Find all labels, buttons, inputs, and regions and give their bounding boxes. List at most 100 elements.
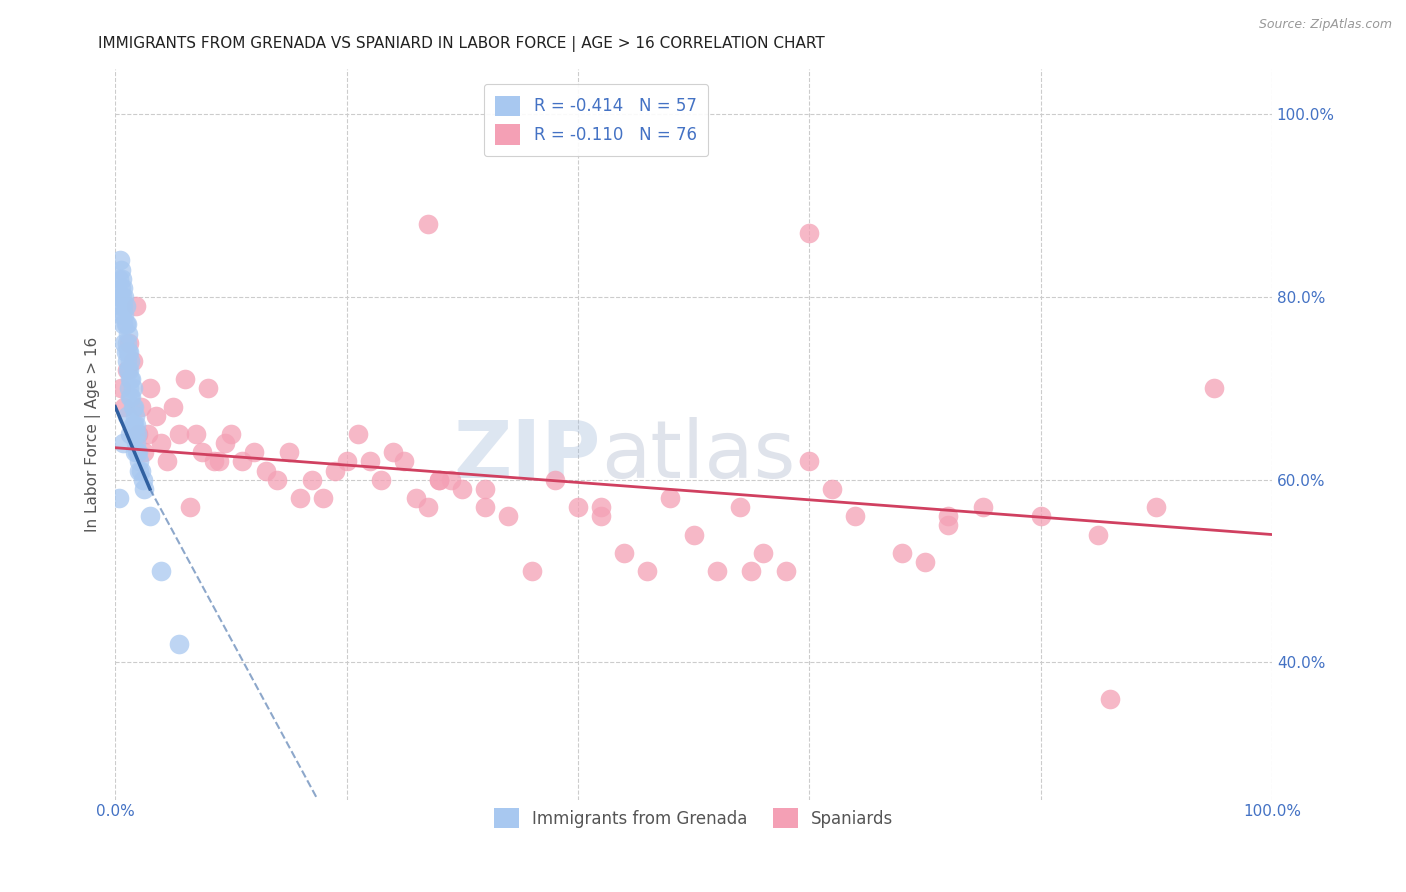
Point	[115, 409, 138, 423]
Point	[451, 482, 474, 496]
Point	[127, 445, 149, 459]
Point	[335, 454, 357, 468]
Point	[162, 400, 184, 414]
Point	[108, 290, 131, 304]
Point	[544, 473, 567, 487]
Point	[682, 527, 704, 541]
Point	[844, 509, 866, 524]
Point	[231, 454, 253, 468]
Point	[114, 290, 136, 304]
Point	[359, 454, 381, 468]
Point	[120, 391, 142, 405]
Point	[124, 445, 146, 459]
Point	[266, 473, 288, 487]
Point	[312, 491, 335, 505]
Point	[132, 473, 155, 487]
Point	[110, 262, 132, 277]
Point	[110, 281, 132, 295]
Point	[118, 344, 141, 359]
Point	[740, 564, 762, 578]
Point	[1029, 509, 1052, 524]
Point	[179, 500, 201, 515]
Point	[440, 473, 463, 487]
Point	[121, 354, 143, 368]
Point	[347, 427, 370, 442]
Point	[301, 473, 323, 487]
Point	[290, 491, 312, 505]
Point	[115, 335, 138, 350]
Point	[139, 381, 162, 395]
Text: Source: ZipAtlas.com: Source: ZipAtlas.com	[1258, 18, 1392, 31]
Point	[118, 381, 141, 395]
Point	[936, 509, 959, 524]
Point	[972, 500, 994, 515]
Point	[110, 299, 132, 313]
Point	[890, 546, 912, 560]
Point	[120, 372, 142, 386]
Point	[125, 299, 148, 313]
Point	[118, 363, 141, 377]
Point	[117, 344, 139, 359]
Point	[202, 454, 225, 468]
Point	[186, 427, 208, 442]
Point	[427, 473, 450, 487]
Point	[128, 464, 150, 478]
Point	[191, 445, 214, 459]
Point	[821, 482, 844, 496]
Point	[120, 354, 142, 368]
Point	[936, 518, 959, 533]
Point	[127, 427, 149, 442]
Point	[1202, 381, 1225, 395]
Point	[139, 509, 162, 524]
Point	[1144, 500, 1167, 515]
Point	[125, 417, 148, 432]
Point	[121, 417, 143, 432]
Point	[173, 372, 195, 386]
Point	[208, 454, 231, 468]
Point	[120, 372, 142, 386]
Point	[167, 427, 190, 442]
Point	[799, 226, 821, 240]
Point	[589, 500, 612, 515]
Point	[107, 491, 129, 505]
Point	[150, 564, 173, 578]
Point	[498, 509, 520, 524]
Point	[114, 308, 136, 322]
Point	[474, 500, 496, 515]
Point	[129, 464, 152, 478]
Point	[114, 400, 136, 414]
Point	[589, 509, 612, 524]
Point	[115, 318, 138, 332]
Point	[114, 335, 136, 350]
Point	[636, 564, 658, 578]
Point	[114, 344, 136, 359]
Point	[122, 400, 145, 414]
Point	[659, 491, 682, 505]
Point	[416, 217, 439, 231]
Point	[156, 454, 179, 468]
Point	[799, 454, 821, 468]
Point	[120, 391, 142, 405]
Point	[125, 436, 148, 450]
Text: IMMIGRANTS FROM GRENADA VS SPANIARD IN LABOR FORCE | AGE > 16 CORRELATION CHART: IMMIGRANTS FROM GRENADA VS SPANIARD IN L…	[98, 36, 825, 52]
Point	[121, 400, 143, 414]
Point	[145, 409, 167, 423]
Point	[254, 464, 277, 478]
Point	[110, 381, 132, 395]
Point	[127, 427, 149, 442]
Point	[114, 318, 136, 332]
Point	[111, 271, 134, 285]
Point	[567, 500, 589, 515]
Point	[117, 326, 139, 341]
Point	[370, 473, 392, 487]
Point	[112, 436, 135, 450]
Point	[129, 400, 152, 414]
Point	[111, 308, 134, 322]
Point	[243, 445, 266, 459]
Y-axis label: In Labor Force | Age > 16: In Labor Force | Age > 16	[86, 336, 101, 532]
Point	[112, 318, 135, 332]
Point	[118, 335, 141, 350]
Point	[381, 445, 404, 459]
Point	[122, 417, 145, 432]
Point	[914, 555, 936, 569]
